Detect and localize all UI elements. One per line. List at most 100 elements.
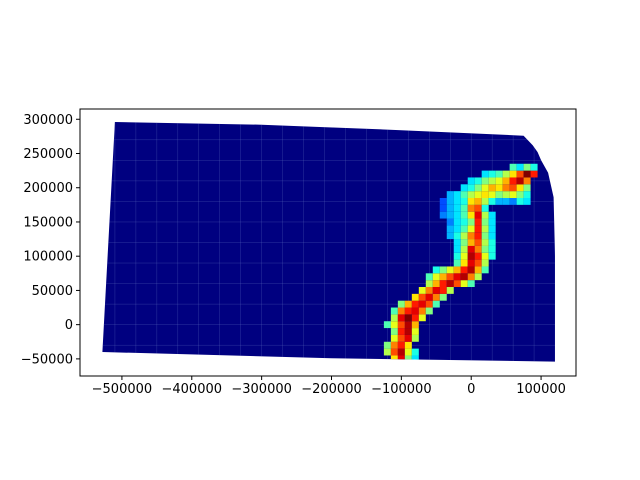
heatmap-cell [481,245,489,253]
heatmap-cell [495,177,503,185]
heatmap-cell [516,198,524,205]
heatmap-cell [481,239,489,246]
heatmap-cell [397,307,405,315]
heatmap-cell [460,280,468,287]
heatmap-cell [460,259,468,267]
heatmap-cell [383,321,391,329]
heatmap-cell [488,225,496,233]
heatmap-cell [453,259,461,267]
y-tick-label: 200000 [23,181,73,196]
heatmap-cell [460,232,468,240]
heatmap-cell [404,355,412,362]
heatmap-cell [523,184,531,192]
heatmap-cell [495,198,503,205]
heatmap-cell [432,293,440,301]
heatmap-cell [488,198,496,205]
heatmap-cell [530,170,538,178]
heatmap-cell [502,198,510,205]
heatmap-cell [474,225,482,233]
heatmap-cell [418,287,426,294]
heatmap-cell [467,273,475,281]
heatmap-cell [502,184,510,192]
heatmap-cell [425,287,433,294]
heatmap-cell [467,204,475,212]
heatmap-cell [481,184,489,192]
heatmap-cell [467,218,475,226]
heatmap-cell [404,321,412,329]
heatmap-cell [474,204,482,212]
heatmap-cell [460,273,468,281]
heatmap-cell [425,280,433,287]
heatmap-cell [474,266,482,274]
heatmap-cell [509,198,517,205]
heatmap-cell [446,191,454,198]
heatmap-cell [383,348,391,356]
heatmap-cell [460,184,468,192]
heatmap-cell [397,300,405,308]
heatmap-cell [467,191,475,198]
heatmap-cell [488,191,496,198]
heatmap-cell [446,211,454,219]
heatmap-cell [453,198,461,205]
heatmap-cell [481,170,489,178]
heatmap-cell [467,239,475,246]
heatmap-cell [397,355,405,362]
heatmap-cell [516,170,524,178]
heatmap-cell [495,184,503,192]
x-tick-label: −100000 [371,382,432,397]
heatmap-cell [453,252,461,260]
heatmap-cell [425,307,433,315]
heatmap-cell [411,321,419,329]
y-tick-label: 150000 [23,215,73,230]
heatmap-cell [481,191,489,198]
heatmap-cell [404,307,412,315]
heatmap-cell [411,314,419,322]
heatmap-cell [495,170,503,178]
heatmap-cell [439,211,447,219]
heatmap-cell [439,293,447,301]
x-tick-label: −300000 [231,382,292,397]
heatmap-cell [481,232,489,240]
heatmap-cell [523,198,531,205]
y-tick-label: 250000 [23,147,73,162]
x-tick-label: −500000 [92,382,153,397]
heatmap-cell [460,245,468,253]
heatmap-cell [418,293,426,301]
heatmap-cell [488,184,496,192]
heatmap-cell [390,341,398,349]
heatmap-cell [509,170,517,178]
heatmap-cell [516,191,524,198]
heatmap-cell [411,348,419,356]
heatmap-cell [390,348,398,356]
heatmap-cell [516,163,524,171]
heatmap-cell [432,300,440,308]
x-axis: −500000 −400000 −300000 −200000 −100000 0 1000… [92,376,566,397]
heatmap-cell [390,314,398,322]
heatmap-cell [460,252,468,260]
heatmap-cell [390,321,398,329]
heatmap-cell [488,211,496,219]
y-tick-label: 100000 [23,250,73,265]
heatmap-cell [509,177,517,185]
heatmap-cell [404,314,412,322]
heatmap-cell [474,218,482,226]
heatmap-cell [390,334,398,342]
heatmap-cell [516,184,524,192]
heatmap-cell [488,232,496,240]
heatmap-cell [523,170,531,178]
heatmap-cell [453,280,461,287]
heatmap-cell [460,239,468,246]
heatmap-cell [481,252,489,260]
heatmap-cell [446,204,454,212]
y-axis: −50000 0 50000 100000 150000 200000 250000 3000… [21,113,80,367]
heatmap-cell [467,177,475,185]
heatmap-cell [467,198,475,205]
heatmap-cell [397,348,405,356]
heatmap-cell [439,266,447,274]
heatmap-cell [460,191,468,198]
heatmap-cell [425,300,433,308]
heatmap-cell [453,218,461,226]
heatmap-cell [432,266,440,274]
heatmap-cell [432,273,440,281]
heatmap-cell [411,355,419,362]
